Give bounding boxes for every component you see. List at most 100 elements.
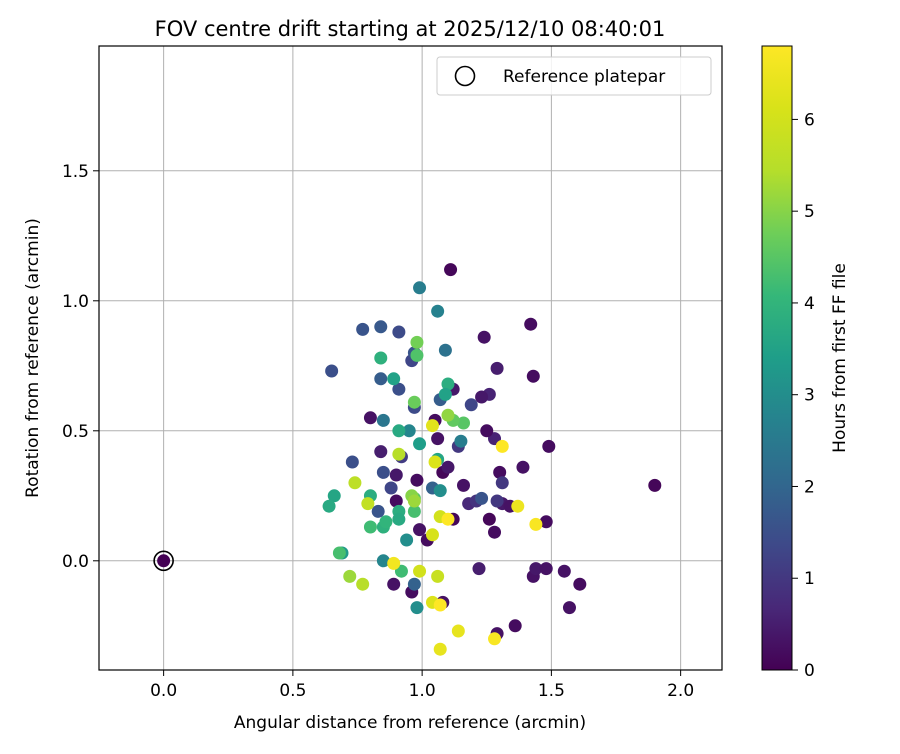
legend-reference-marker [454,65,476,87]
colorbar-tick-label: 4 [804,294,815,314]
data-point [438,387,452,401]
data-point [425,528,439,542]
data-point [379,515,393,529]
data-point [441,512,455,526]
data-point [413,437,427,451]
reference-platepar-marker [153,550,174,572]
data-point [363,520,377,534]
data-point [400,533,414,547]
data-point [363,411,377,425]
data-point [376,413,390,427]
data-point [410,335,424,349]
data-point [392,325,406,339]
data-point [384,481,398,495]
data-point [392,447,406,461]
data-point [425,419,439,433]
data-point [438,343,452,357]
colorbar-tick-label: 2 [804,477,815,497]
data-point [392,512,406,526]
data-point [431,432,445,446]
data-point [539,562,553,576]
data-point [327,489,341,503]
data-point [407,577,421,591]
y-axis: 0.0 0.5 1.0 1.5 [62,162,99,572]
data-point [325,364,339,378]
data-point [529,517,543,531]
data-point [472,562,486,576]
data-point [475,491,489,505]
data-point [407,395,421,409]
data-point [322,499,336,513]
data-point [348,476,362,490]
chart-title: FOV centre drift starting at 2025/12/10 … [155,17,666,41]
data-point [410,473,424,487]
data-point [542,439,556,453]
data-point [529,562,543,576]
data-point [361,497,375,511]
data-point [387,577,401,591]
data-point [482,512,496,526]
data-point [407,504,421,518]
data-point [387,372,401,386]
data-point [387,556,401,570]
grid-layer [99,46,722,670]
legend: Reference platepar [436,56,712,96]
data-point [392,424,406,438]
colorbar-tick-label: 6 [804,110,815,130]
data-point [410,601,424,615]
data-point [444,263,458,277]
colorbar-gradient [761,45,793,671]
data-point [480,424,494,438]
x-tick-label: 2.0 [667,681,694,701]
data-point [433,598,447,612]
data-point [413,523,427,537]
data-point [573,577,587,591]
data-point [402,424,416,438]
data-point [433,642,447,656]
colorbar-tick-label: 0 [804,661,815,681]
data-point [475,390,489,404]
data-point [374,320,388,334]
data-point [332,546,346,560]
legend-label: Reference platepar [503,67,665,87]
data-point [374,372,388,386]
legend-box [436,56,712,96]
data-point [441,460,455,474]
colorbar-tick-label: 3 [804,386,815,406]
data-point [371,504,385,518]
data-point [526,369,540,383]
data-point [376,554,390,568]
data-point [477,330,491,344]
data-point [345,455,359,469]
data-point [456,416,470,430]
x-tick-label: 1.5 [538,681,565,701]
y-tick-label: 1.5 [62,162,89,182]
y-tick-label: 0.5 [62,422,89,442]
x-tick-label: 1.0 [409,681,436,701]
x-tick-label: 0.0 [150,681,177,701]
data-point [433,484,447,498]
data-point [343,569,357,583]
colorbar-tick-label: 1 [804,569,815,589]
data-point [490,494,504,508]
y-axis-label: Rotation from reference (arcmin) [23,218,43,498]
data-point [392,382,406,396]
data-point [488,632,502,646]
points-layer [153,263,662,656]
data-point [410,348,424,362]
data-point [454,434,468,448]
data-point [508,619,522,633]
colorbar-label: Hours from first FF file [830,263,850,453]
data-point [495,439,509,453]
data-point [441,408,455,422]
data-point [428,455,442,469]
data-point [356,322,370,336]
data-point [451,624,465,638]
y-tick-label: 0.0 [62,552,89,572]
data-point [493,465,507,479]
x-axis-label: Angular distance from reference (arcmin) [234,713,586,733]
data-point [376,465,390,479]
data-point [456,478,470,492]
